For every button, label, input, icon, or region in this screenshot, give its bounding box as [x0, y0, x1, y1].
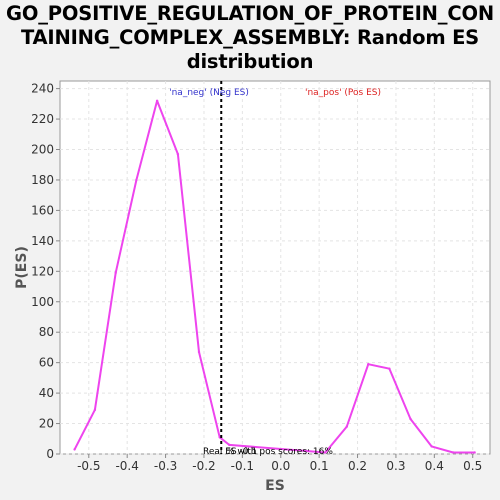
y-axis-label: P(ES)	[14, 246, 30, 289]
x-tick-label: -0.3	[154, 459, 177, 473]
es-data-point	[135, 178, 138, 182]
chart-title-line-1: GO_POSITIVE_REGULATION_OF_PROTEIN_CON	[6, 2, 494, 25]
y-tick-label: 120	[31, 264, 54, 278]
es-data-point	[430, 445, 433, 448]
axes: -0.5 -0.4 -0.3 -0.2 -0.1 0.0 0.1 0.2 0.3 0.4 0.5 0 2…	[31, 82, 482, 473]
x-tick-label: -0.5	[77, 459, 100, 473]
x-tick-label: -0.2	[192, 459, 215, 473]
es-data-point	[473, 451, 476, 454]
annotation-neg: 'na_neg' (Neg ES)	[169, 88, 249, 98]
es-data-point	[324, 451, 327, 454]
x-tick-label: 0.0	[271, 459, 290, 473]
chart-title: GO_POSITIVE_REGULATION_OF_PROTEIN_CON TA…	[0, 2, 500, 74]
y-tick-label: 60	[39, 356, 54, 370]
x-tick-label: 0.3	[386, 459, 405, 473]
x-axis-label: ES	[265, 478, 285, 494]
y-tick-label: 20	[39, 417, 54, 431]
es-data-point	[228, 443, 231, 447]
x-tick-label: -0.1	[231, 459, 254, 473]
es-data-point	[114, 271, 117, 275]
y-tick-label: 200	[31, 143, 54, 157]
x-tick-label: 0.5	[463, 459, 482, 473]
y-tick-label: 0	[46, 447, 54, 461]
grid	[60, 81, 490, 455]
es-data-point	[197, 350, 201, 354]
es-data-point	[409, 417, 412, 421]
es-data-point	[451, 451, 455, 454]
y-tick-label: 40	[39, 386, 54, 400]
es-data-point	[345, 425, 348, 428]
es-data-point	[367, 362, 370, 366]
chart-title-line-2: TAINING_COMPLEX_ASSEMBLY: Random ES	[20, 26, 480, 49]
annotations: 'na_neg' (Neg ES) 'na_pos' (Pos ES) Real E…	[169, 88, 381, 457]
series-layer	[73, 81, 476, 454]
y-tick-label: 160	[31, 203, 54, 217]
y-tick-label: 140	[31, 234, 54, 248]
annotation-pos-scores: % with pos scores: 16%	[226, 447, 333, 457]
annotation-real-es: Real ES -0.1	[203, 447, 257, 457]
x-tick-label: 0.1	[310, 459, 329, 473]
x-tick-label: -0.4	[115, 459, 138, 473]
es-data-point	[155, 99, 159, 102]
es-data-point	[93, 408, 97, 412]
y-tick-label: 240	[31, 82, 54, 96]
es-data-point	[73, 448, 76, 451]
y-tick-label: 80	[39, 325, 54, 339]
y-tick-label: 220	[31, 112, 54, 126]
plot-area	[59, 80, 491, 455]
es-data-point	[388, 367, 391, 370]
annotation-pos: 'na_pos' (Pos ES)	[305, 88, 381, 98]
es-data-point	[176, 152, 180, 156]
chart-title-line-3: distribution	[186, 50, 314, 73]
x-tick-label: 0.2	[348, 459, 367, 473]
y-tick-label: 100	[31, 295, 54, 309]
y-tick-label: 180	[31, 173, 54, 187]
x-tick-label: 0.4	[425, 459, 444, 473]
